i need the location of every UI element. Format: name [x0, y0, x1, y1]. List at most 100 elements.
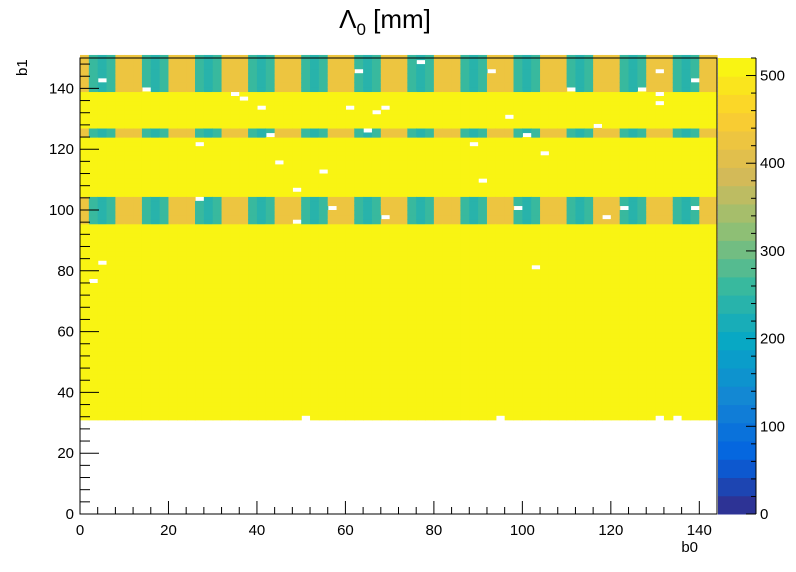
heatmap-cell: [416, 137, 426, 143]
heatmap-cell: [469, 132, 479, 138]
heatmap-cell: [195, 378, 205, 384]
heatmap-cell: [380, 237, 391, 243]
heatmap-cell: [557, 415, 568, 421]
heatmap-cell: [203, 168, 214, 175]
heatmap-cell: [354, 387, 364, 393]
heatmap-cell: [566, 178, 577, 184]
heatmap-cell: [584, 282, 594, 289]
heatmap-cell: [265, 141, 276, 147]
heatmap-cell: [221, 214, 232, 220]
heatmap-cell: [495, 210, 506, 216]
heatmap-cell: [97, 118, 108, 124]
heatmap-cell: [248, 132, 258, 138]
heatmap-cell: [478, 324, 488, 330]
heatmap-cell: [566, 310, 577, 316]
heatmap-cell: [363, 346, 373, 352]
heatmap-cell: [460, 314, 470, 321]
heatmap-cell: [425, 159, 435, 165]
heatmap-cell: [221, 164, 232, 170]
heatmap-cell: [327, 132, 338, 138]
heatmap-cell: [371, 150, 382, 156]
heatmap-cell: [610, 269, 621, 275]
heatmap-cell: [425, 410, 435, 416]
heatmap-cell: [265, 200, 276, 207]
heatmap-cell: [106, 91, 116, 97]
heatmap-cell: [80, 301, 90, 307]
heatmap-cell: [327, 319, 338, 325]
heatmap-cell: [336, 150, 347, 156]
heatmap-cell: [195, 392, 205, 398]
heatmap-cell: [159, 68, 170, 74]
heatmap-cell: [168, 246, 178, 252]
heatmap-cell: [115, 109, 125, 115]
heatmap-cell: [150, 264, 161, 270]
heatmap-cell: [486, 310, 497, 316]
heatmap-cell: [310, 260, 320, 266]
heatmap-cell: [433, 396, 444, 403]
heatmap-cell: [557, 91, 568, 97]
heatmap-cell: [159, 241, 170, 248]
heatmap-cell: [274, 137, 285, 143]
heatmap-cell: [106, 310, 116, 316]
heatmap-cell: [212, 278, 223, 284]
heatmap-cell: [460, 264, 470, 270]
heatmap-cell: [540, 310, 550, 316]
heatmap-cell: [628, 91, 638, 97]
heatmap-cell: [593, 260, 603, 266]
heatmap-cell: [416, 82, 426, 88]
heatmap-cell: [177, 123, 187, 129]
heatmap-cell: [380, 415, 391, 421]
heatmap-cell: [88, 392, 99, 398]
heatmap-cell: [345, 342, 355, 348]
heatmap-cell: [380, 96, 391, 102]
heatmap-cell: [380, 328, 391, 334]
heatmap-cell: [451, 100, 462, 106]
heatmap-cell: [513, 255, 523, 261]
heatmap-cell: [478, 342, 488, 348]
heatmap-cell: [256, 319, 267, 325]
heatmap-cell: [239, 410, 249, 416]
heatmap-cell: [566, 196, 577, 202]
heatmap-cell: [398, 282, 408, 289]
heatmap-cell: [363, 228, 373, 234]
heatmap-cell: [407, 392, 417, 398]
heatmap-cell: [504, 383, 515, 389]
heatmap-cell: [336, 360, 347, 366]
heatmap-cell: [504, 182, 515, 188]
heatmap-cell: [115, 410, 125, 416]
heatmap-cell: [177, 232, 187, 238]
heatmap-cell: [593, 396, 603, 403]
heatmap-cell: [168, 369, 178, 375]
heatmap-cell: [557, 369, 568, 375]
heatmap-cell: [212, 355, 223, 362]
heatmap-cell: [407, 351, 417, 357]
heatmap-cell: [345, 210, 355, 216]
heatmap-cell: [548, 383, 559, 389]
heatmap-cell: [124, 118, 134, 124]
heatmap-cell: [195, 73, 205, 79]
heatmap-cell: [248, 378, 258, 384]
heatmap-cell: [159, 132, 170, 138]
heatmap-cell: [124, 73, 134, 79]
heatmap-cell: [195, 328, 205, 334]
heatmap-cell: [336, 351, 347, 357]
heatmap-cell: [451, 223, 462, 229]
heatmap-cell: [354, 205, 364, 211]
heatmap-cell: [425, 127, 435, 134]
heatmap-cell: [548, 369, 559, 375]
heatmap-cell: [336, 187, 347, 193]
heatmap-cell: [265, 406, 276, 412]
heatmap-cell: [141, 319, 152, 325]
heatmap-cell: [619, 214, 630, 220]
heatmap-cell: [97, 301, 108, 307]
heatmap-cell: [416, 264, 426, 270]
heatmap-cell: [88, 355, 99, 362]
heatmap-cell: [97, 246, 108, 252]
heatmap-cell: [195, 333, 205, 339]
heatmap-cell: [398, 328, 408, 334]
heatmap-cell: [195, 351, 205, 357]
heatmap-cell: [584, 337, 594, 343]
heatmap-cell: [354, 392, 364, 398]
heatmap-cell: [619, 200, 630, 207]
heatmap-cell: [318, 301, 329, 307]
